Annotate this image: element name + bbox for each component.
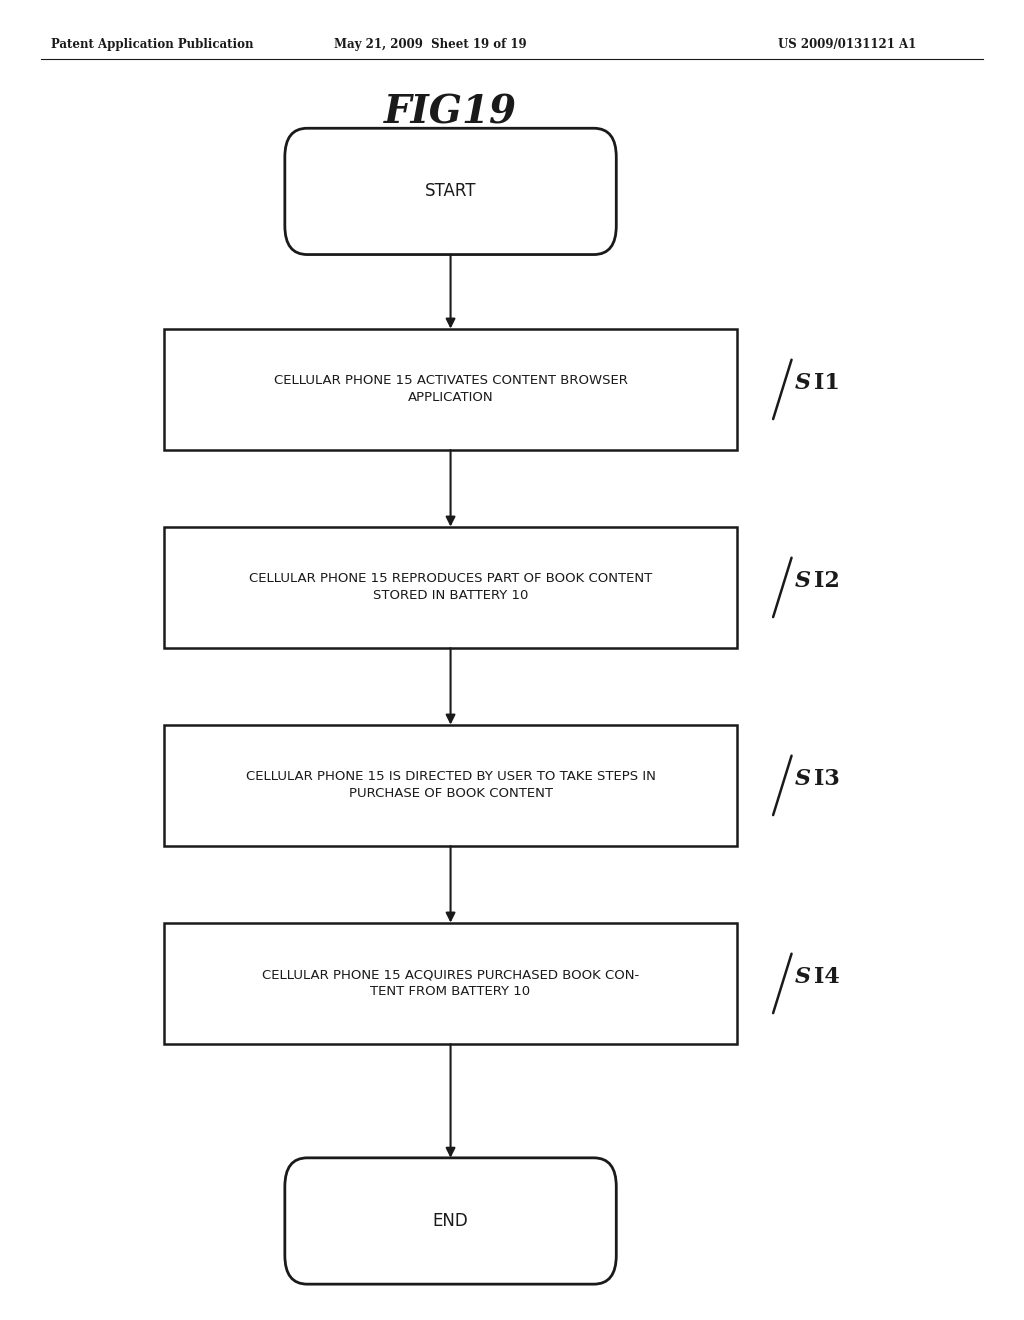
Text: CELLULAR PHONE 15 ACTIVATES CONTENT BROWSER
APPLICATION: CELLULAR PHONE 15 ACTIVATES CONTENT BROW… bbox=[273, 375, 628, 404]
Text: CELLULAR PHONE 15 IS DIRECTED BY USER TO TAKE STEPS IN
PURCHASE OF BOOK CONTENT: CELLULAR PHONE 15 IS DIRECTED BY USER TO… bbox=[246, 771, 655, 800]
Text: S: S bbox=[795, 768, 811, 789]
Text: FIG19: FIG19 bbox=[384, 94, 517, 131]
Text: CELLULAR PHONE 15 ACQUIRES PURCHASED BOOK CON-
TENT FROM BATTERY 10: CELLULAR PHONE 15 ACQUIRES PURCHASED BOO… bbox=[262, 969, 639, 998]
Text: S: S bbox=[795, 966, 811, 987]
Text: END: END bbox=[433, 1212, 468, 1230]
Text: May 21, 2009  Sheet 19 of 19: May 21, 2009 Sheet 19 of 19 bbox=[334, 38, 526, 51]
FancyBboxPatch shape bbox=[285, 128, 616, 255]
Text: I3: I3 bbox=[814, 768, 840, 789]
FancyBboxPatch shape bbox=[164, 329, 737, 450]
Text: Patent Application Publication: Patent Application Publication bbox=[51, 38, 254, 51]
Text: S: S bbox=[795, 570, 811, 591]
FancyBboxPatch shape bbox=[164, 923, 737, 1044]
Text: S: S bbox=[795, 372, 811, 393]
Text: START: START bbox=[425, 182, 476, 201]
Text: I4: I4 bbox=[814, 966, 840, 987]
FancyBboxPatch shape bbox=[285, 1158, 616, 1284]
FancyBboxPatch shape bbox=[164, 725, 737, 846]
Text: I1: I1 bbox=[814, 372, 840, 393]
Text: CELLULAR PHONE 15 REPRODUCES PART OF BOOK CONTENT
STORED IN BATTERY 10: CELLULAR PHONE 15 REPRODUCES PART OF BOO… bbox=[249, 573, 652, 602]
FancyBboxPatch shape bbox=[164, 527, 737, 648]
Text: US 2009/0131121 A1: US 2009/0131121 A1 bbox=[778, 38, 916, 51]
Text: I2: I2 bbox=[814, 570, 840, 591]
